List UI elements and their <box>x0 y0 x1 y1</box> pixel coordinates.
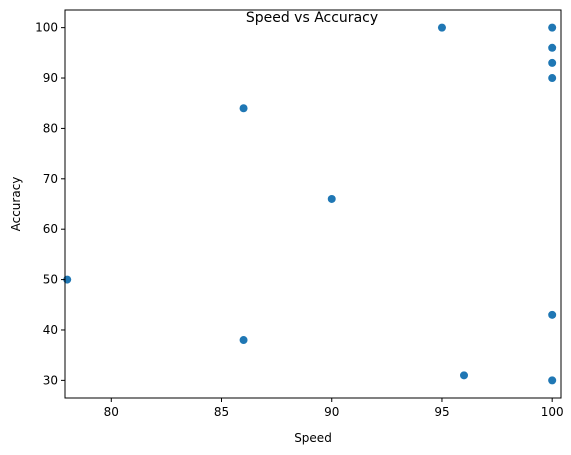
data-point-6 <box>240 104 248 112</box>
x-tick-label: 90 <box>324 405 339 419</box>
y-axis-ticks: 30 40 50 60 70 80 90 100 <box>35 21 65 388</box>
points-layer <box>63 24 556 385</box>
y-axis-label: Accuracy <box>9 177 23 232</box>
data-point-5 <box>548 74 556 82</box>
x-tick-label: 100 <box>541 405 564 419</box>
plot-frame <box>65 10 561 398</box>
data-point-10 <box>240 336 248 344</box>
y-tick-label: 40 <box>43 323 58 337</box>
x-tick-label: 95 <box>434 405 449 419</box>
y-tick-label: 50 <box>43 273 58 287</box>
x-axis-ticks: 80 85 90 95 100 <box>104 398 564 419</box>
data-point-12 <box>548 376 556 384</box>
data-point-11 <box>460 371 468 379</box>
x-tick-label: 85 <box>214 405 229 419</box>
y-tick-label: 60 <box>43 222 58 236</box>
y-tick-label: 90 <box>43 71 58 85</box>
y-tick-label: 80 <box>43 121 58 135</box>
x-axis-label: Speed <box>294 431 332 445</box>
chart-title: Speed vs Accuracy <box>246 10 378 26</box>
data-point-7 <box>328 195 336 203</box>
data-point-3 <box>548 44 556 52</box>
y-tick-label: 70 <box>43 172 58 186</box>
y-tick-label: 100 <box>35 21 58 35</box>
data-point-1 <box>438 24 446 32</box>
data-point-2 <box>548 24 556 32</box>
data-point-9 <box>548 311 556 319</box>
y-tick-label: 30 <box>43 373 58 387</box>
x-tick-label: 80 <box>104 405 119 419</box>
data-point-4 <box>548 59 556 67</box>
